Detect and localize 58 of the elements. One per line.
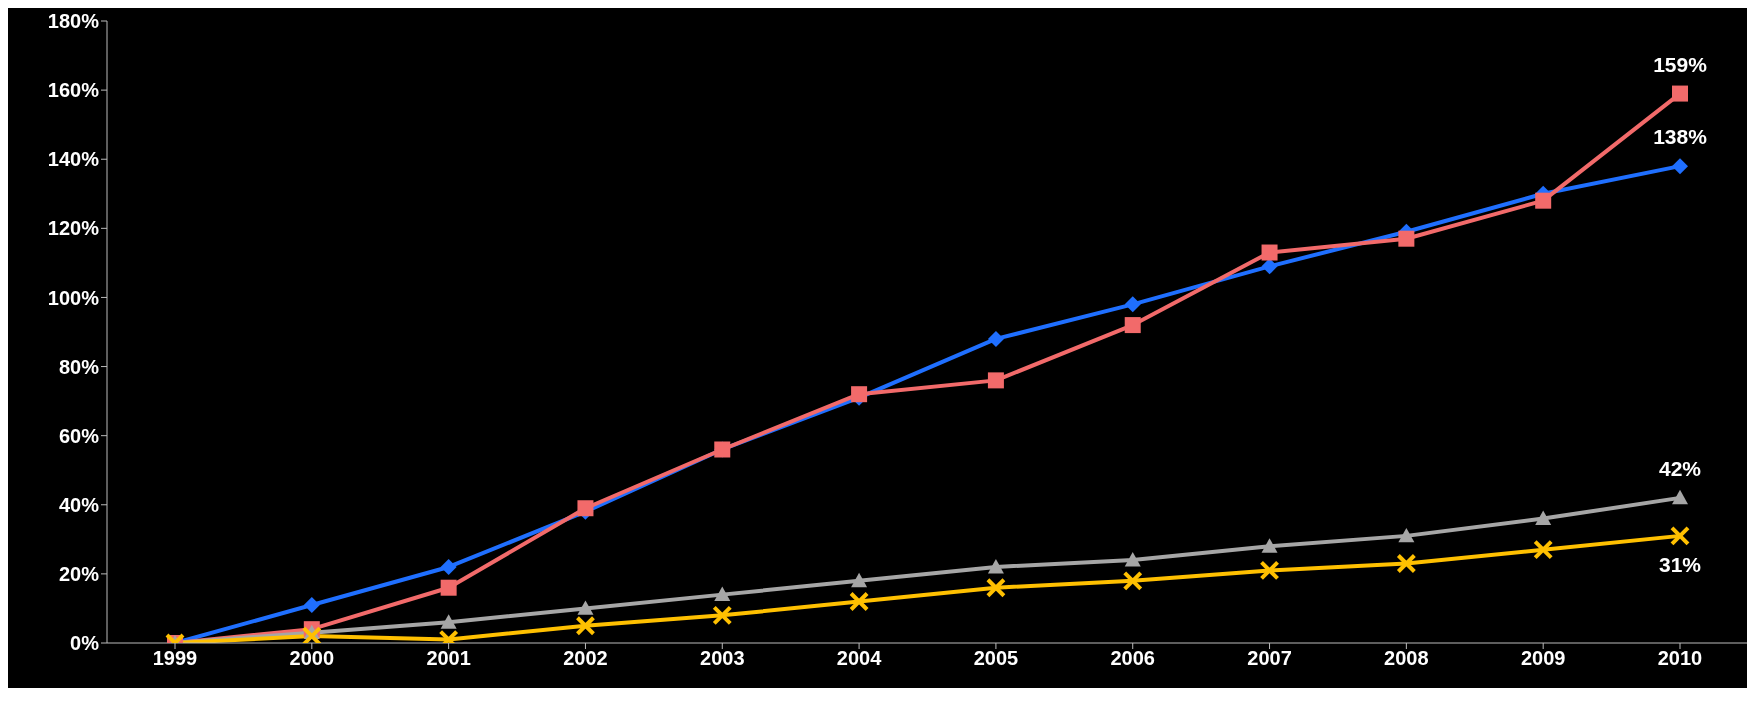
point: [987, 372, 1004, 389]
point: [1259, 560, 1280, 581]
point: [1535, 510, 1552, 525]
annotation: 159%: [1653, 52, 1708, 76]
point: [1670, 525, 1690, 546]
x-tick-label: 2010: [1657, 647, 1703, 670]
point: [1122, 570, 1143, 591]
x-tick-label: 2008: [1384, 647, 1429, 670]
y-tick-label: 80%: [58, 355, 100, 378]
point: [712, 605, 733, 626]
x-tick-label: 2004: [836, 647, 883, 670]
y-tick-label: 60%: [58, 424, 100, 447]
point: [1124, 552, 1141, 567]
point: [1396, 553, 1417, 574]
point: [1261, 244, 1278, 261]
point: [851, 572, 868, 588]
point: [985, 577, 1006, 598]
point: [1672, 85, 1688, 102]
x-tick-label: 2000: [289, 647, 335, 670]
y-tick-label: 180%: [47, 10, 100, 33]
x-tick-label: 2007: [1247, 647, 1292, 670]
y-tick-label: 160%: [47, 79, 100, 102]
y-tick-label: 120%: [47, 217, 100, 240]
y-tick-label: 100%: [47, 286, 100, 309]
point: [1398, 230, 1415, 247]
x-tick-label: 2005: [973, 647, 1019, 670]
point: [1261, 258, 1278, 275]
point: [1533, 539, 1554, 560]
point: [714, 586, 731, 602]
point: [1261, 538, 1278, 553]
point: [577, 600, 594, 615]
point: [1398, 527, 1415, 543]
annotation: 138%: [1653, 125, 1708, 149]
annotation: 42%: [1658, 456, 1702, 480]
x-tick-label: 2001: [426, 647, 471, 670]
x-tick-label: 1999: [152, 647, 198, 670]
y-tick-label: 40%: [58, 493, 100, 516]
point: [440, 614, 457, 629]
point: [987, 330, 1004, 347]
y-tick-label: 0%: [70, 632, 100, 655]
annotation: 31%: [1658, 552, 1702, 576]
point: [1124, 317, 1141, 334]
point: [1672, 489, 1688, 505]
point: [1124, 296, 1141, 313]
x-tick-label: 2006: [1110, 647, 1155, 670]
point: [440, 579, 457, 596]
y-tick-label: 140%: [47, 148, 100, 171]
point: [987, 558, 1004, 574]
point: [1535, 192, 1552, 209]
point: [440, 558, 457, 575]
x-tick-label: 2002: [563, 647, 608, 670]
point: [849, 591, 870, 612]
y-tick-label: 20%: [58, 562, 100, 585]
point: [1672, 158, 1688, 175]
point: [303, 596, 320, 613]
x-tick-label: 2003: [700, 647, 745, 670]
point: [575, 615, 596, 636]
x-tick-label: 2009: [1520, 647, 1566, 670]
